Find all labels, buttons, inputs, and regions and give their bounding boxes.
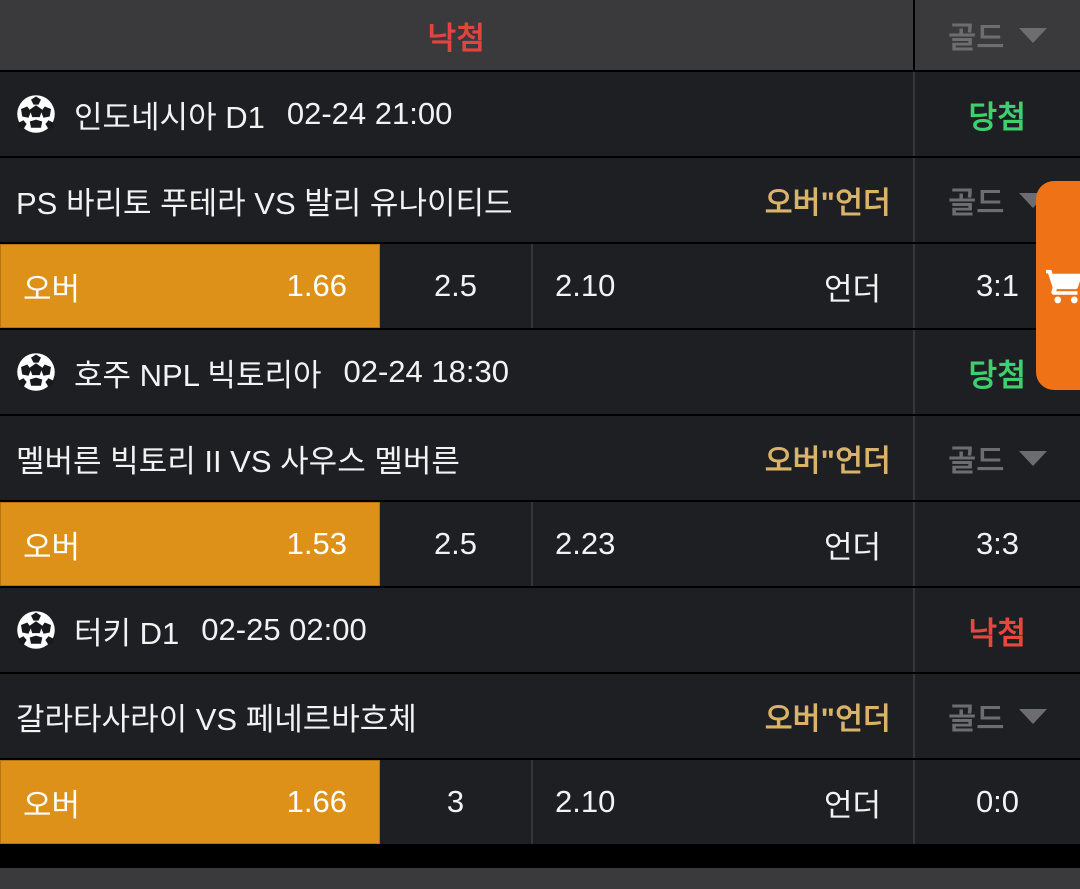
slip-result-label: 낙첨: [427, 20, 486, 56]
over-selection-cell[interactable]: 오버 1.66: [0, 760, 380, 844]
bet-status-cell: 낙첨: [915, 588, 1080, 672]
odds-row: 오버 1.66 3 2.10 언더 0:0: [0, 760, 1080, 846]
match-teams: PS 바리토 푸테라 VS 발리 유나이티드: [16, 185, 513, 221]
grade-label: 골드: [948, 187, 1005, 220]
soccer-ball-icon: [17, 95, 55, 133]
grade-label: 골드: [948, 445, 1005, 478]
status-badge: 당첨: [968, 357, 1027, 393]
league-info: 호주 NPL 빅토리아 02-24 18:30: [0, 330, 915, 414]
under-selection-cell[interactable]: 2.10 언더: [533, 760, 915, 844]
kickoff-time: 02-25 02:00: [201, 612, 367, 647]
chevron-down-icon: [1018, 450, 1047, 466]
under-label: 언더: [823, 271, 881, 307]
over-odds: 1.53: [286, 526, 347, 561]
bottom-gap: [0, 846, 1080, 868]
handicap-line: 3: [446, 784, 465, 819]
soccer-ball-icon: [17, 611, 55, 649]
chevron-down-icon: [1018, 27, 1047, 43]
handicap-line: 2.5: [433, 526, 478, 561]
handicap-line-cell: 2.5: [380, 502, 533, 586]
kickoff-time: 02-24 18:30: [343, 354, 509, 389]
bet-status-cell: 당첨: [915, 330, 1080, 414]
league-info: 인도네시아 D1 02-24 21:00: [0, 72, 915, 156]
match-info: PS 바리토 푸테라 VS 발리 유나이티드 오버"언더: [0, 158, 915, 242]
slip-grade-selector[interactable]: 골드: [915, 0, 1080, 70]
slip-result-cell: 낙첨: [0, 0, 915, 70]
over-label: 오버: [23, 271, 81, 307]
under-odds: 2.10: [555, 784, 616, 819]
over-odds: 1.66: [286, 268, 347, 303]
status-badge: 당첨: [968, 99, 1027, 135]
odds-row: 오버 1.66 2.5 2.10 언더 3:1: [0, 244, 1080, 330]
final-score-cell: 0:0: [915, 760, 1080, 844]
chevron-down-icon: [1018, 708, 1047, 724]
league-name: 터키 D1: [74, 615, 180, 651]
league-row: 호주 NPL 빅토리아 02-24 18:30 당첨: [0, 330, 1080, 416]
league-info: 터키 D1 02-25 02:00: [0, 588, 915, 672]
slip-header-row: 낙첨 골드: [0, 0, 1080, 72]
league-name: 인도네시아 D1: [74, 99, 265, 135]
over-selection-cell[interactable]: 오버 1.66: [0, 244, 380, 328]
league-name: 호주 NPL 빅토리아: [74, 357, 322, 393]
kickoff-time: 02-24 21:00: [286, 96, 453, 131]
market-label: 오버"언더: [764, 445, 891, 478]
under-odds: 2.10: [555, 268, 616, 303]
final-score-cell: 3:1: [915, 244, 1080, 328]
handicap-line-cell: 3: [380, 760, 533, 844]
under-selection-cell[interactable]: 2.23 언더: [533, 502, 915, 586]
league-row: 인도네시아 D1 02-24 21:00 당첨: [0, 72, 1080, 158]
market-label: 오버"언더: [764, 187, 891, 220]
over-label: 오버: [23, 529, 81, 565]
shopping-cart-icon: [1046, 269, 1080, 303]
final-score-cell: 3:3: [915, 502, 1080, 586]
slip-grade-label: 골드: [948, 22, 1005, 55]
grade-selector[interactable]: 골드: [915, 416, 1080, 500]
betslip-cart-button[interactable]: [1036, 181, 1080, 390]
league-row: 터키 D1 02-25 02:00 낙첨: [0, 588, 1080, 674]
under-odds: 2.23: [555, 526, 616, 561]
over-label: 오버: [23, 787, 81, 823]
bottom-system-bar: [0, 868, 1080, 889]
match-row: PS 바리토 푸테라 VS 발리 유나이티드 오버"언더 골드: [0, 158, 1080, 244]
match-teams: 멜버른 빅토리 II VS 사우스 멜버른: [16, 443, 460, 479]
handicap-line-cell: 2.5: [380, 244, 533, 328]
match-row: 갈라타사라이 VS 페네르바흐체 오버"언더 골드: [0, 674, 1080, 760]
under-label: 언더: [823, 787, 881, 823]
odds-row: 오버 1.53 2.5 2.23 언더 3:3: [0, 502, 1080, 588]
over-selection-cell[interactable]: 오버 1.53: [0, 502, 380, 586]
grade-label: 골드: [948, 703, 1005, 736]
status-badge: 낙첨: [968, 615, 1027, 651]
final-score: 3:3: [975, 526, 1020, 561]
match-teams: 갈라타사라이 VS 페네르바흐체: [16, 701, 417, 737]
final-score: 3:1: [975, 268, 1020, 303]
over-odds: 1.66: [286, 784, 347, 819]
under-label: 언더: [823, 529, 881, 565]
match-row: 멜버른 빅토리 II VS 사우스 멜버른 오버"언더 골드: [0, 416, 1080, 502]
market-label: 오버"언더: [764, 703, 891, 736]
bet-status-cell: 당첨: [915, 72, 1080, 156]
under-selection-cell[interactable]: 2.10 언더: [533, 244, 915, 328]
soccer-ball-icon: [17, 353, 55, 391]
grade-selector[interactable]: 골드: [915, 158, 1080, 242]
handicap-line: 2.5: [433, 268, 478, 303]
match-info: 갈라타사라이 VS 페네르바흐체 오버"언더: [0, 674, 915, 758]
match-info: 멜버른 빅토리 II VS 사우스 멜버른 오버"언더: [0, 416, 915, 500]
grade-selector[interactable]: 골드: [915, 674, 1080, 758]
final-score: 0:0: [975, 784, 1020, 819]
